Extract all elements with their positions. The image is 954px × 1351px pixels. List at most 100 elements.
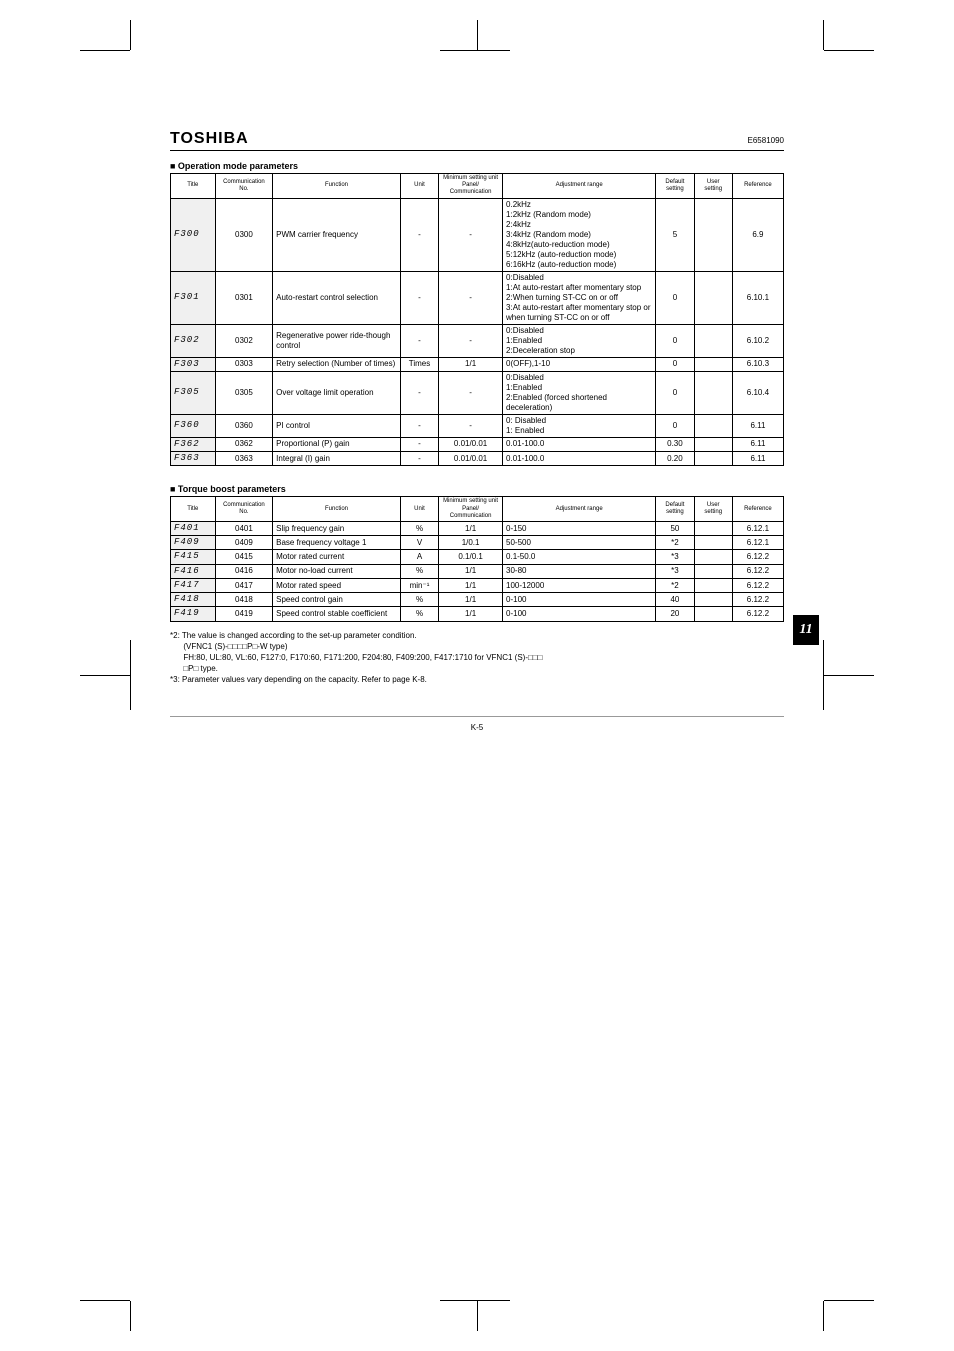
cell: 0.1/0.1 <box>439 550 503 564</box>
cell: F409 <box>171 536 216 550</box>
cell: PI control <box>273 414 401 437</box>
cell: 6.11 <box>732 414 783 437</box>
page: 11 TOSHIBA E6581090 ■ Operation mode par… <box>0 0 954 1351</box>
table-row: F3620362Proportional (P) gain-0.01/0.01 0… <box>171 437 784 451</box>
cell: PWM carrier frequency <box>273 198 401 271</box>
cell: 1/1 <box>439 607 503 621</box>
cell: 50-500 <box>503 536 656 550</box>
cell: *3 <box>656 564 694 578</box>
cell <box>694 324 732 357</box>
cell: % <box>400 564 438 578</box>
cell: 6.12.2 <box>732 607 783 621</box>
cell: 0.30 <box>656 437 694 451</box>
cell <box>694 564 732 578</box>
table-row: F4090409Base frequency voltage 1V1/0.150… <box>171 536 784 550</box>
footnote-line: FH:80, UL:80, VL:60, F127:0, F170:60, F1… <box>170 652 784 663</box>
col-ref: Reference <box>732 497 783 522</box>
cell: 0.2kHz 1:2kHz (Random mode) 2:4kHz 3:4kH… <box>503 198 656 271</box>
cell: F363 <box>171 452 216 466</box>
table-row: F4010401Slip frequency gain%1/10-150506.… <box>171 521 784 535</box>
section2-title: ■ Torque boost parameters <box>170 484 784 494</box>
col-adj: Adjustment range <box>503 174 656 199</box>
cell: Base frequency voltage 1 <box>273 536 401 550</box>
cell: F419 <box>171 607 216 621</box>
table-row: F3030303Retry selection (Number of times… <box>171 357 784 371</box>
cell: - <box>400 452 438 466</box>
cell: 6.10.3 <box>732 357 783 371</box>
cell: 0419 <box>215 607 272 621</box>
cell: - <box>400 371 438 414</box>
cell: A <box>400 550 438 564</box>
cell: F360 <box>171 414 216 437</box>
cell: 0305 <box>215 371 272 414</box>
cell: - <box>439 324 503 357</box>
table-row: F4150415Motor rated currentA0.1/0.10.1-5… <box>171 550 784 564</box>
col-title: Title <box>171 497 216 522</box>
cell: 0.1-50.0 <box>503 550 656 564</box>
table-header-row: Title Communication No. Function Unit Mi… <box>171 497 784 522</box>
cell: 1/0.1 <box>439 536 503 550</box>
cell: Motor rated speed <box>273 578 401 592</box>
cell <box>694 357 732 371</box>
cell: Auto-restart control selection <box>273 271 401 324</box>
col-def: Default setting <box>656 174 694 199</box>
col-ref: Reference <box>732 174 783 199</box>
cell: F416 <box>171 564 216 578</box>
cell: 1/1 <box>439 593 503 607</box>
cell: Regenerative power ride-though control <box>273 324 401 357</box>
table-row: F4170417Motor rated speedmin⁻¹1/1100-120… <box>171 578 784 592</box>
cell: Over voltage limit operation <box>273 371 401 414</box>
table-row: F4190419Speed control stable coefficient… <box>171 607 784 621</box>
cell: 6.12.2 <box>732 550 783 564</box>
cell: 0:Disabled 1:Enabled 2:Enabled (forced s… <box>503 371 656 414</box>
cell: 0:Disabled 1:At auto-restart after momen… <box>503 271 656 324</box>
cell: % <box>400 593 438 607</box>
cell: 0360 <box>215 414 272 437</box>
cell: Integral (I) gain <box>273 452 401 466</box>
table-row: F3000300PWM carrier frequency--0.2kHz 1:… <box>171 198 784 271</box>
cell: 0417 <box>215 578 272 592</box>
cell: F401 <box>171 521 216 535</box>
cell: - <box>439 371 503 414</box>
cell: 0-100 <box>503 607 656 621</box>
col-min: Minimum setting unit Panel/ Communicatio… <box>439 497 503 522</box>
table-row: F3630363Integral (I) gain-0.01/0.010.01-… <box>171 452 784 466</box>
cell: 0.01/0.01 <box>439 437 503 451</box>
col-adj: Adjustment range <box>503 497 656 522</box>
cell: F300 <box>171 198 216 271</box>
table-row: F3010301Auto-restart control selection--… <box>171 271 784 324</box>
cell: F302 <box>171 324 216 357</box>
cell: 0362 <box>215 437 272 451</box>
cell: 40 <box>656 593 694 607</box>
col-unit: Unit <box>400 497 438 522</box>
cell: F305 <box>171 371 216 414</box>
page-number: K-5 <box>170 716 784 732</box>
col-user: User setting <box>694 174 732 199</box>
cell: 0.01/0.01 <box>439 452 503 466</box>
table-header-row: Title Communication No. Function Unit Mi… <box>171 174 784 199</box>
cell: Speed control gain <box>273 593 401 607</box>
cell: Proportional (P) gain <box>273 437 401 451</box>
cell: % <box>400 607 438 621</box>
cell: - <box>400 437 438 451</box>
cell: F362 <box>171 437 216 451</box>
cell: 0: Disabled 1: Enabled <box>503 414 656 437</box>
footnote-line: *3: Parameter values vary depending on t… <box>170 674 784 685</box>
cell: 6.10.4 <box>732 371 783 414</box>
footnote-line: *2: The value is changed according to th… <box>170 630 784 641</box>
cell <box>694 550 732 564</box>
cell: 6.11 <box>732 452 783 466</box>
table-row: F3020302Regenerative power ride-though c… <box>171 324 784 357</box>
cell <box>694 536 732 550</box>
cell: 1/1 <box>439 521 503 535</box>
cell: 6.12.2 <box>732 564 783 578</box>
table-row: F4180418Speed control gain%1/10-100406.1… <box>171 593 784 607</box>
cell <box>694 371 732 414</box>
cell: F415 <box>171 550 216 564</box>
cell: % <box>400 521 438 535</box>
cell: 50 <box>656 521 694 535</box>
cell: 5 <box>656 198 694 271</box>
cell <box>694 271 732 324</box>
cell: Motor rated current <box>273 550 401 564</box>
cell: F303 <box>171 357 216 371</box>
